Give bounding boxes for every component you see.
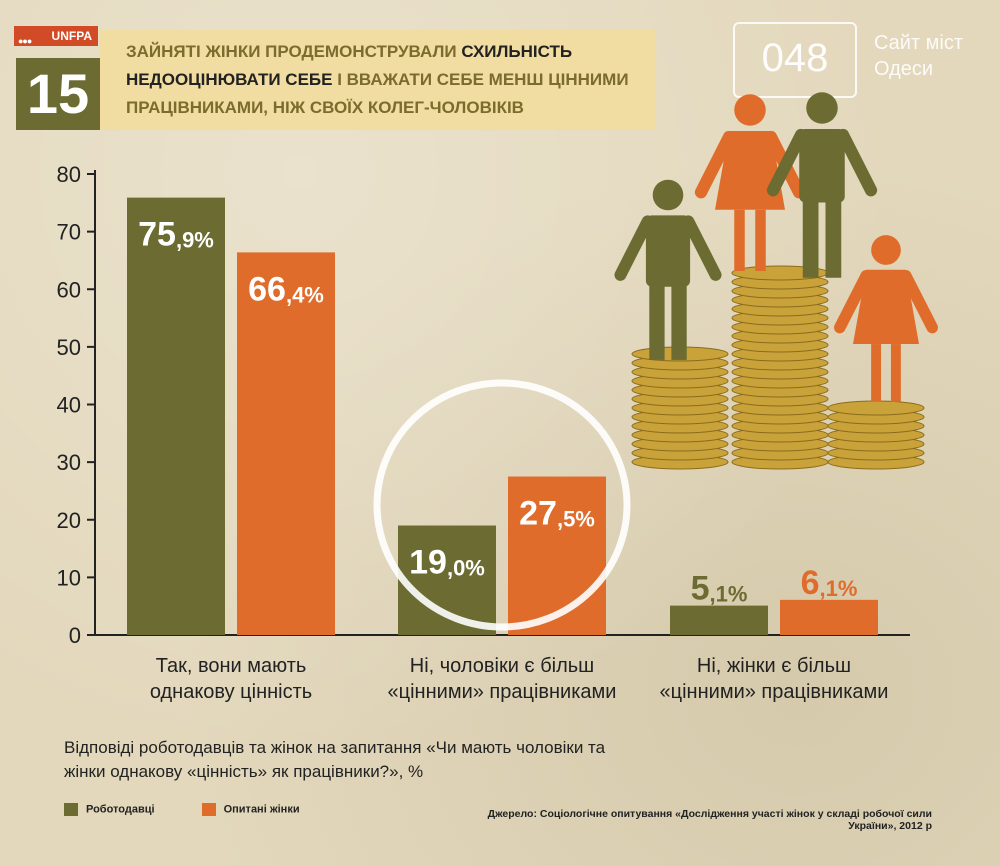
- person-head: [734, 94, 766, 126]
- bar-women: [237, 252, 335, 635]
- legend-swatch-women: [201, 803, 216, 816]
- person-leg: [890, 344, 901, 402]
- category-label: Так, вони мають однакову цінність: [150, 655, 312, 703]
- person-leg: [755, 209, 766, 271]
- data-label: 66,4%: [248, 270, 324, 308]
- bar-women: [780, 599, 878, 635]
- person-arm: [836, 128, 878, 197]
- person-arm: [900, 270, 938, 334]
- header-band: [100, 30, 655, 130]
- legend-label-women: Опитані жінки: [223, 803, 300, 816]
- person-arm: [834, 270, 872, 334]
- y-tick-label: 10: [57, 565, 81, 590]
- person-arm: [766, 128, 808, 197]
- title-part-2: І ВВАЖАТИ СЕБЕ МЕНШ ЦІННИМИ ПРАЦІВНИКАМИ…: [126, 70, 629, 117]
- person-leg: [871, 344, 882, 402]
- person-leg: [825, 199, 842, 278]
- legend: Роботодавці Опитані жінки: [64, 803, 344, 823]
- watermark-badge: 048: [733, 22, 857, 98]
- y-tick-label: 30: [57, 450, 81, 475]
- person-leg: [802, 199, 819, 278]
- bar-employers: [670, 605, 768, 635]
- unfpa-logo: ●●● UNFPA: [14, 26, 98, 46]
- title-highlight: СХИЛЬНІСТЬ НЕДООЦІНЮВАТИ СЕБЕ: [126, 42, 573, 89]
- data-label: 27,5%: [519, 495, 595, 533]
- highlight-circle: [373, 379, 631, 631]
- person-leg: [649, 283, 665, 360]
- category-label: Ні, чоловіки є більш «цінними» працівника…: [388, 655, 617, 703]
- person-dress: [853, 269, 919, 345]
- y-tick-label: 40: [57, 393, 81, 418]
- person-head: [806, 92, 838, 124]
- woman-figure: [694, 94, 806, 271]
- coin-stack: [827, 400, 925, 416]
- person-arm: [614, 215, 654, 281]
- data-label: 75,9%: [138, 216, 214, 254]
- data-label: 6,1%: [801, 564, 858, 602]
- person-arm: [682, 215, 722, 281]
- person-arm: [694, 130, 736, 199]
- logo-text: UNFPA: [51, 29, 92, 43]
- data-label: 5,1%: [691, 570, 748, 608]
- man-figure: [614, 179, 722, 360]
- bar-women: [508, 476, 606, 635]
- legend-swatch-employers: [64, 803, 78, 816]
- legend-item-women: Опитані жінки: [201, 803, 300, 816]
- y-tick-label: 0: [69, 623, 81, 648]
- people-on-coins-illustration: [614, 92, 938, 470]
- page-title: ЗАЙНЯТІ ЖІНКИ ПРОДЕМОНСТРУВАЛИ СХИЛЬНІСТ…: [126, 38, 646, 122]
- person-head: [652, 179, 684, 211]
- y-tick-label: 80: [57, 162, 81, 187]
- title-part-1: ЗАЙНЯТІ ЖІНКИ ПРОДЕМОНСТРУВАЛИ: [126, 42, 462, 61]
- source-note: Джерело: Соціологічне опитування «Дослід…: [487, 808, 932, 832]
- y-tick-label: 50: [57, 335, 81, 360]
- legend-item-employers: Роботодавці: [64, 803, 155, 816]
- person-torso: [645, 215, 691, 287]
- legend-label-employers: Роботодавці: [86, 803, 155, 816]
- man-figure: [766, 92, 878, 278]
- y-tick-label: 70: [57, 220, 81, 245]
- category-label: Ні, жінки є більш «цінними» працівниками: [660, 655, 889, 703]
- y-tick-label: 20: [57, 508, 81, 533]
- logo-dots-icon: ●●●: [18, 36, 32, 46]
- bar-employers: [127, 197, 225, 635]
- infographic-number: 15: [16, 58, 100, 130]
- person-torso: [799, 129, 845, 203]
- data-label: 19,0%: [409, 544, 485, 582]
- watermark-text: Сайт міст Одеси: [874, 32, 964, 80]
- person-leg: [671, 283, 687, 360]
- person-leg: [734, 209, 745, 271]
- chart-caption: Відповіді роботодавців та жінок на запит…: [64, 738, 606, 781]
- woman-figure: [834, 235, 938, 402]
- person-head: [871, 235, 901, 265]
- y-tick-label: 60: [57, 277, 81, 302]
